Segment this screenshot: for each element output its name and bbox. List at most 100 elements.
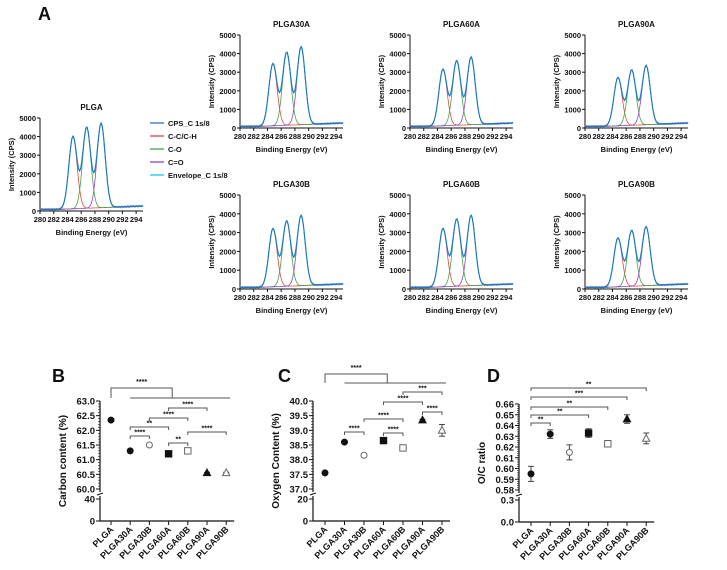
y-tick-label: 5000 <box>219 31 236 40</box>
data-point-plga60a <box>379 436 388 445</box>
x-tick-label: 280 <box>34 215 47 224</box>
y-tick-label: 1000 <box>19 188 36 197</box>
y-tick-label: 4000 <box>219 50 236 59</box>
c-o-component-curve <box>585 230 688 288</box>
data-point-plga60b <box>604 440 612 448</box>
x-tick-label: 282 <box>592 132 605 141</box>
y-tick-label: 20 <box>297 495 308 506</box>
y-tick-label: 0 <box>577 285 581 294</box>
y-tick-label: 40.0 <box>290 397 309 408</box>
y-tick-label: 4000 <box>564 50 581 59</box>
x-tick-label: 290 <box>302 293 315 302</box>
significance-label: **** <box>378 413 389 420</box>
x-tick-label: 288 <box>289 132 302 141</box>
y-tick-label: 5000 <box>389 191 406 200</box>
significance-bracket <box>129 435 150 439</box>
x-axis-label: Binding Energy (eV) <box>256 145 328 154</box>
x-tick-label: 286 <box>445 132 458 141</box>
panel-label-a: A <box>38 4 51 24</box>
y-tick-label: 38.5 <box>290 441 309 452</box>
x-tick-label: 282 <box>47 215 60 224</box>
xps-plot-plga90b: PLGA90B 0 1000 2000 3000 4000 5000 280 282 284 286… <box>552 180 689 315</box>
y-tick-label: 4000 <box>389 210 406 219</box>
x-tick-label: 290 <box>472 132 485 141</box>
y-tick-label: 2000 <box>564 87 581 96</box>
x-tick-label: 280 <box>404 132 417 141</box>
c-o-component-curve <box>410 60 513 127</box>
data-point-plga30a <box>546 430 554 438</box>
x-tick-label: 284 <box>431 293 444 302</box>
x-tick-label: 288 <box>89 215 102 224</box>
y-axis-label: Intensity (CPS) <box>207 54 216 108</box>
c-o-component-curve <box>585 69 688 127</box>
y-tick-label: 1000 <box>219 105 236 114</box>
xps-plot-plga30b: PLGA30B 0 1000 2000 3000 4000 5000 280 282 284 286… <box>207 180 344 315</box>
xps-title: PLGA90A <box>618 20 655 29</box>
x-tick-label: 290 <box>647 293 660 302</box>
significance-bracket <box>402 391 443 395</box>
scatter-plot-c: 37.0 37.5 38.0 38.5 39.0 39.5 40.0 0 20 Oxygen Co… <box>271 365 450 561</box>
cps-curve <box>239 45 344 128</box>
x-tick-label: 292 <box>316 293 329 302</box>
legend-label: C=O <box>168 158 184 167</box>
scatter-plot-b: 60.0 60.5 61.0 61.5 62.0 62.5 63.0 0 40 Carbon co… <box>58 379 235 561</box>
xps-plot-plga60a: PLGA60A 0 1000 2000 3000 4000 5000 280 282 284 286… <box>377 20 514 154</box>
x-tick-label: 290 <box>102 215 115 224</box>
y-tick-label: 0.62 <box>496 443 515 454</box>
significance-label: **** <box>388 427 399 434</box>
y-tick-label: 0 <box>232 285 236 294</box>
c-o-component-curve <box>40 127 143 210</box>
panel-label-b: B <box>52 366 65 386</box>
data-point-plga <box>107 416 115 424</box>
y-tick-label: 61.0 <box>77 455 96 466</box>
significance-bracket <box>148 417 189 421</box>
cps-curve <box>409 55 514 128</box>
y-tick-label: 3000 <box>564 68 581 77</box>
significance-label: **** <box>351 365 362 372</box>
x-tick-label: 288 <box>634 293 647 302</box>
x-tick-label: 294 <box>330 293 343 302</box>
data-point-plga90a <box>418 415 427 424</box>
y-tick-label: 5000 <box>19 114 36 123</box>
significance-bracket <box>168 442 189 446</box>
cps-curve <box>584 225 689 289</box>
y-tick-label: 0.58 <box>496 486 515 497</box>
y-axis-label: Intensity (CPS) <box>552 215 561 269</box>
xps-title: PLGA30B <box>273 180 310 189</box>
group-bracket <box>324 373 388 383</box>
axis-break <box>96 492 104 496</box>
x-tick-label: 284 <box>606 293 619 302</box>
x-tick-label: 292 <box>661 293 674 302</box>
xps-title: PLGA90B <box>618 180 655 189</box>
significance-bracket <box>129 426 170 430</box>
xps-title: PLGA60A <box>443 20 480 29</box>
c-c-component-curve <box>410 68 513 127</box>
axis-break <box>515 493 523 497</box>
c-c-component-curve <box>40 136 143 210</box>
x-tick-label: 284 <box>61 215 74 224</box>
x-axis-label: Binding Energy (eV) <box>601 145 673 154</box>
c-c-component-curve <box>585 237 688 288</box>
data-point-plga60a <box>584 429 593 437</box>
x-tick-label: 286 <box>275 132 288 141</box>
y-axis-label: Intensity (CPS) <box>377 215 386 269</box>
x-tick-label: 280 <box>234 293 247 302</box>
x-tick-label: 292 <box>661 132 674 141</box>
data-point-plga <box>321 469 329 477</box>
x-tick-label: 280 <box>579 132 592 141</box>
y-tick-label: 0 <box>90 517 95 528</box>
envelope-curve <box>410 214 513 288</box>
y-axis-label: Intensity (CPS) <box>7 137 16 191</box>
y-axis-label: Intensity (CPS) <box>207 215 216 269</box>
y-axis-label: Oxygen Content (%) <box>271 413 282 509</box>
y-tick-label: 62.5 <box>77 411 96 422</box>
x-axis-label: Binding Energy (eV) <box>426 145 498 154</box>
significance-label: ** <box>567 401 573 408</box>
panel-label-c: C <box>278 366 291 386</box>
data-point-plga90b <box>641 433 651 442</box>
cps-curve <box>239 213 344 289</box>
x-tick-label: 292 <box>316 132 329 141</box>
xps-title: PLGA30A <box>273 20 310 29</box>
significance-bracket <box>530 414 590 418</box>
x-tick-label: 290 <box>647 132 660 141</box>
